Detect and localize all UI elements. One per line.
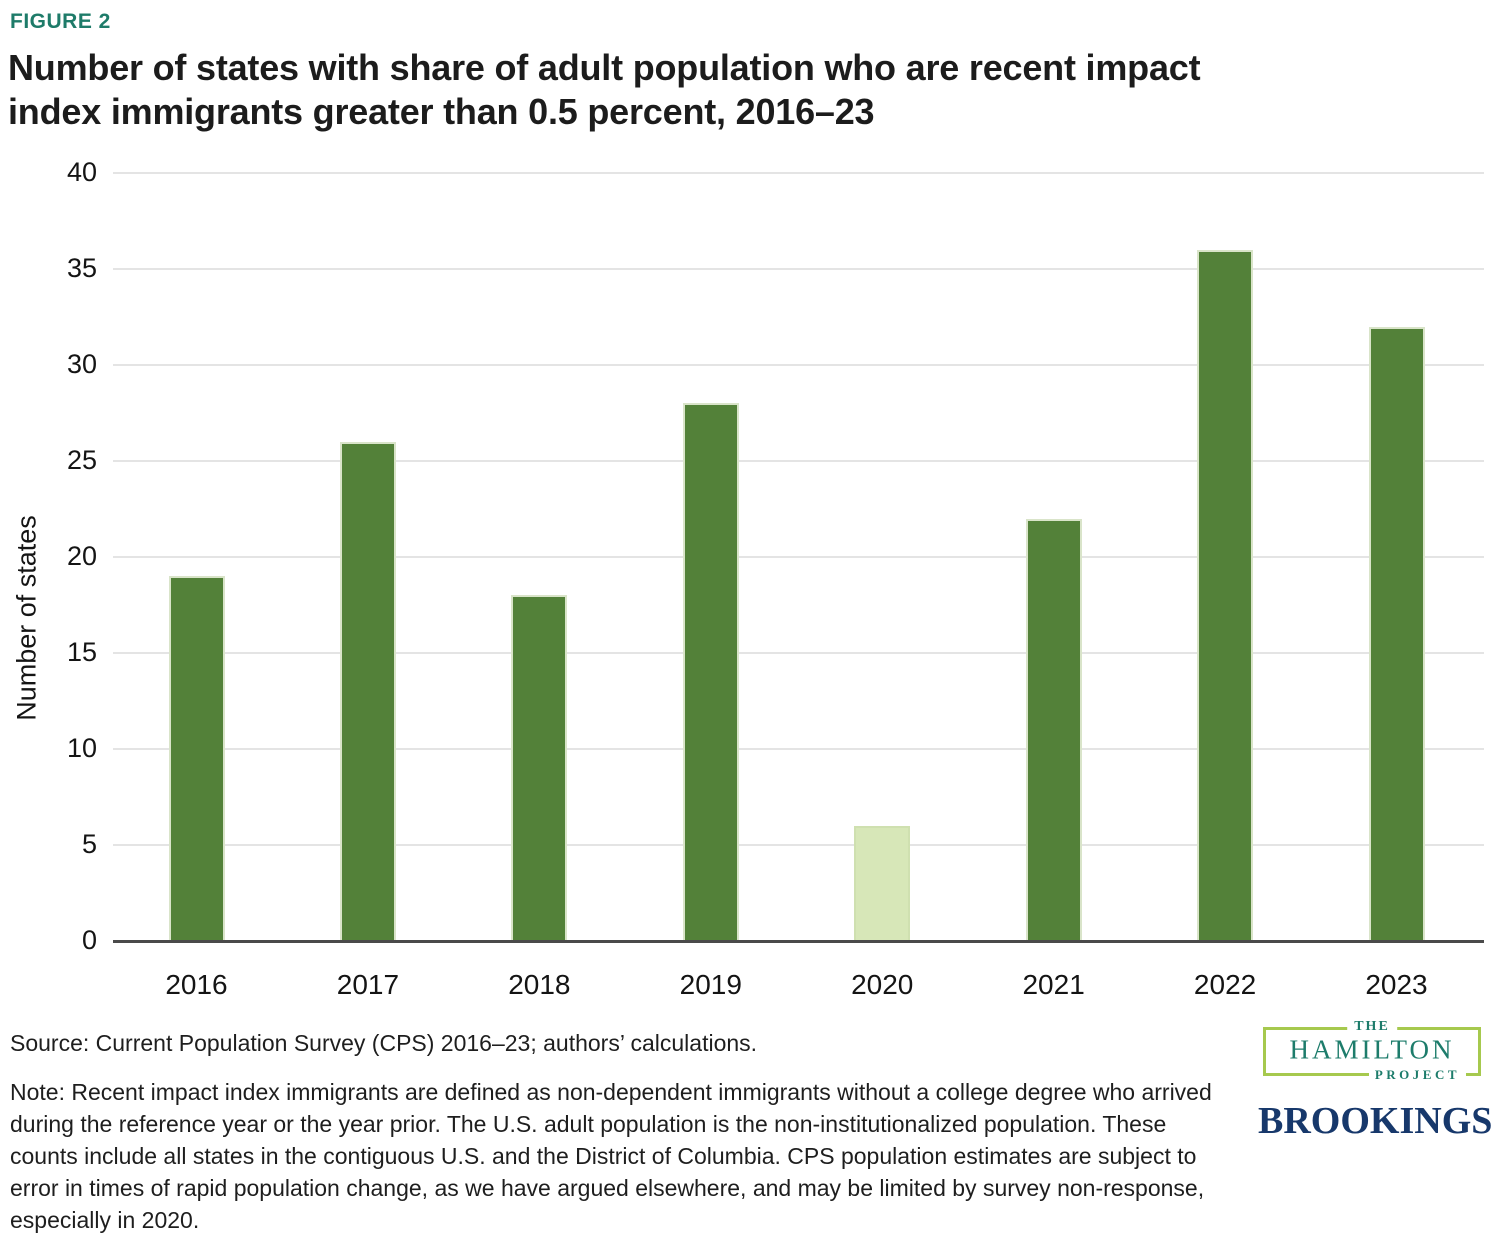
y-tick-label-15: 15 bbox=[66, 637, 97, 667]
bar-2021 bbox=[1025, 518, 1082, 941]
hamilton-logo-name: HAMILTON bbox=[1289, 1034, 1455, 1065]
y-tick-label-35: 35 bbox=[66, 253, 97, 283]
gridline-35 bbox=[113, 268, 1484, 270]
gridline-20 bbox=[113, 556, 1484, 558]
bar-2023 bbox=[1368, 326, 1425, 941]
brookings-logo: BROOKINGS bbox=[1258, 1100, 1493, 1142]
source-text: Source: Current Population Survey (CPS) … bbox=[10, 1030, 758, 1056]
bar-2016 bbox=[168, 576, 225, 941]
y-tick-label-30: 30 bbox=[66, 349, 97, 379]
x-tick-label-2022: 2022 bbox=[1193, 969, 1257, 1000]
gridline-5 bbox=[113, 844, 1484, 846]
x-tick-label-2019: 2019 bbox=[679, 969, 742, 1000]
y-tick-label-5: 5 bbox=[81, 829, 97, 859]
hamilton-project-logo: THE HAMILTON PROJECT bbox=[1263, 1019, 1481, 1083]
gridline-40 bbox=[113, 172, 1484, 174]
hamilton-logo-the: THE bbox=[1347, 1019, 1397, 1035]
x-axis-line bbox=[113, 940, 1484, 943]
y-tick-label-0: 0 bbox=[81, 925, 97, 955]
bar-2022 bbox=[1197, 249, 1254, 941]
y-tick-label-20: 20 bbox=[66, 541, 97, 571]
chart-title-line-2: index immigrants greater than 0.5 percen… bbox=[8, 91, 875, 132]
y-tick-label-25: 25 bbox=[66, 445, 97, 475]
y-tick-label-40: 40 bbox=[66, 157, 97, 187]
gridline-10 bbox=[113, 748, 1484, 750]
gridline-25 bbox=[113, 460, 1484, 462]
note-text: Note: Recent impact index immigrants are… bbox=[10, 1079, 1212, 1233]
chart-title: Number of states with share of adult pop… bbox=[8, 46, 1428, 134]
x-tick-label-2020: 2020 bbox=[851, 969, 914, 1000]
figure-label: FIGURE 2 bbox=[10, 10, 111, 33]
bar-2018 bbox=[511, 595, 568, 941]
bar-2020 bbox=[854, 825, 911, 941]
x-tick-label-2023: 2023 bbox=[1365, 969, 1428, 1000]
chart-title-line-1: Number of states with share of adult pop… bbox=[8, 47, 1201, 88]
gridline-30 bbox=[113, 364, 1484, 366]
x-tick-label-2017: 2017 bbox=[336, 969, 400, 1000]
y-tick-label-10: 10 bbox=[66, 733, 97, 763]
plot-area: 0 5 10 15 20 25 30 35 40 2016 2017 2018 2019 2020 2021… bbox=[67, 157, 1484, 1000]
hamilton-logo-project: PROJECT bbox=[1368, 1067, 1466, 1083]
bar-2017 bbox=[339, 441, 396, 941]
gridline-15 bbox=[113, 652, 1484, 654]
x-tick-label-2018: 2018 bbox=[508, 969, 571, 1000]
x-tick-label-2016: 2016 bbox=[165, 969, 228, 1000]
bar-2019 bbox=[682, 403, 739, 941]
x-tick-label-2021: 2021 bbox=[1022, 969, 1085, 1000]
